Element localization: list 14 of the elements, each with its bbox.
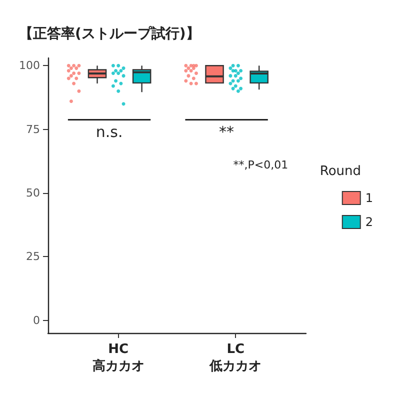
annotation: **,P<0,01 <box>233 158 288 172</box>
y-tick-label: 100 <box>19 59 40 72</box>
annotation: ** <box>219 123 235 142</box>
y-tick-label: 75 <box>26 122 40 136</box>
y-tick-label: 0 <box>33 314 40 327</box>
legend-label: 2 <box>365 215 374 229</box>
y-tick-label: 25 <box>26 250 40 264</box>
chart-title: 【正答率(ストループ試行)】 <box>19 25 200 42</box>
y-tick-label: 50 <box>26 186 40 200</box>
annotation: n.s. <box>96 123 123 142</box>
legend-title: Round <box>320 164 362 179</box>
x-tick-label: LC 低カカオ <box>208 342 262 374</box>
legend-label: 1 <box>365 191 374 205</box>
x-tick-label: HC 高カカオ <box>92 342 144 374</box>
